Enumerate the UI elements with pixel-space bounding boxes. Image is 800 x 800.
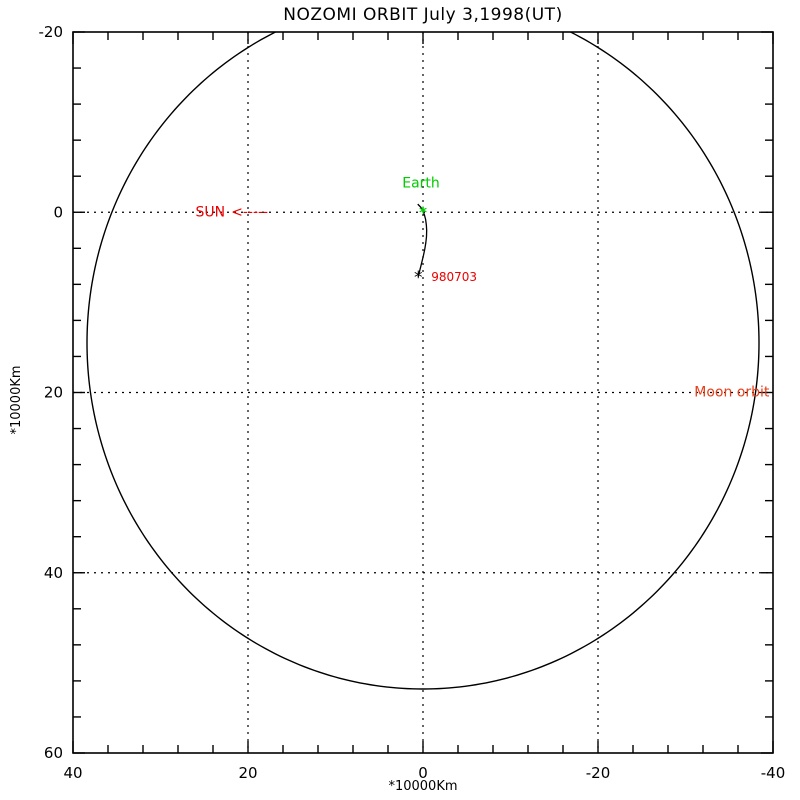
nozomi-position-marker-icon: * — [414, 268, 423, 288]
earth-label: Earth — [402, 175, 440, 191]
x-tick-label: 0 — [418, 764, 428, 782]
x-tick-label: -20 — [586, 764, 611, 782]
y-tick-label: 20 — [44, 384, 63, 402]
y-axis-tick-labels: -20 0 20 40 60 — [39, 23, 64, 762]
sun-direction-label: SUN <----- — [196, 204, 269, 220]
sun-arrow-glyph: <----- — [231, 204, 268, 220]
y-tick-label: -20 — [39, 23, 64, 41]
x-tick-label: -40 — [761, 764, 786, 782]
markers-layer: * * — [414, 203, 427, 288]
x-tick-label: 40 — [63, 764, 82, 782]
nozomi-trajectory-curve — [417, 203, 428, 277]
date-marker-label: 980703 — [431, 270, 477, 284]
moon-orbit-label: Moon orbit — [694, 385, 770, 401]
y-tick-label: 0 — [53, 203, 63, 221]
sun-text: SUN — [196, 204, 226, 220]
chart-title: NOZOMI ORBIT July 3,1998(UT) — [283, 5, 562, 25]
earth-marker-icon: * — [419, 203, 427, 221]
data-layer — [86, 32, 760, 690]
x-axis-label: *10000Km — [388, 779, 457, 794]
moon-orbit-curve — [86, 32, 760, 690]
x-axis-tick-labels: 40 20 0 -20 -40 — [63, 764, 785, 782]
y-axis-label: *10000Km — [9, 365, 24, 434]
y-tick-label: 40 — [44, 564, 63, 582]
x-tick-label: 20 — [238, 764, 257, 782]
y-tick-label: 60 — [44, 744, 63, 762]
axis-ticks — [72, 31, 774, 754]
